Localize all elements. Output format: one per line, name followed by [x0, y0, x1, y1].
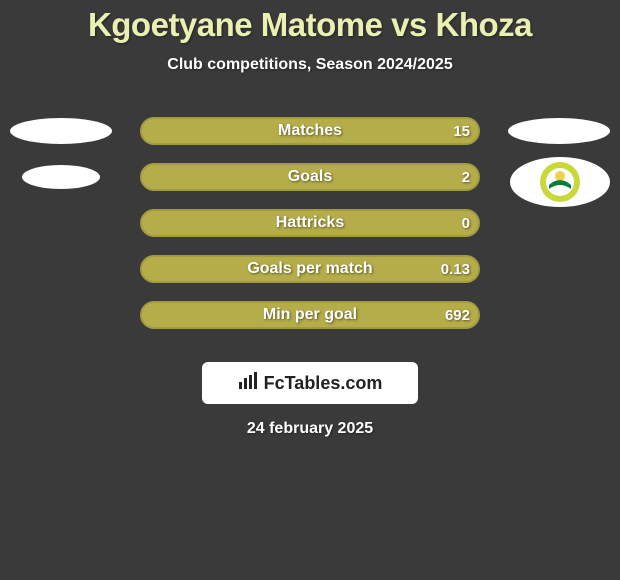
ellipse-icon: [529, 121, 589, 141]
stat-value-right: 0.13: [441, 257, 470, 281]
page-title: Kgoetyane Matome vs Khoza: [0, 0, 620, 44]
stat-label: Hattricks: [142, 211, 478, 235]
comparison-card: Kgoetyane Matome vs Khoza Club competiti…: [0, 0, 620, 580]
bar-fill-right: [142, 257, 478, 281]
ellipse-icon: [31, 121, 91, 141]
stat-value-right: 0: [462, 211, 470, 235]
stat-bar: Goals 2: [140, 163, 480, 191]
footer-date: 24 february 2025: [0, 420, 620, 438]
stat-row-min-per-goal: Min per goal 692: [0, 292, 620, 338]
stat-bar: Matches 15: [140, 117, 480, 145]
subtitle: Club competitions, Season 2024/2025: [0, 56, 620, 74]
stat-value-right: 15: [453, 119, 470, 143]
bar-fill-right: [142, 165, 478, 189]
ellipse-icon: [36, 168, 86, 186]
stat-bar: Goals per match 0.13: [140, 255, 480, 283]
club-left-badge: [22, 165, 100, 189]
stat-value-right: 692: [445, 303, 470, 327]
stat-row-goals-per-match: Goals per match 0.13: [0, 246, 620, 292]
stat-value-right: 2: [462, 165, 470, 189]
stat-bar: Hattricks 0: [140, 209, 480, 237]
bar-fill-right: [142, 303, 478, 327]
player-right-badge: [508, 118, 610, 144]
bar-fill-right: [142, 119, 478, 143]
stat-bar: Min per goal 692: [140, 301, 480, 329]
watermark-text: FcTables.com: [264, 373, 383, 394]
stats-area: Matches 15 Goals 2: [0, 108, 620, 338]
bars-icon: [238, 372, 260, 395]
player-left-badge: [10, 118, 112, 144]
stat-row-goals: Goals 2: [0, 154, 620, 200]
sundowns-crest-icon: [537, 159, 583, 205]
stat-row-hattricks: Hattricks 0: [0, 200, 620, 246]
watermark: FcTables.com: [202, 362, 418, 404]
stat-row-matches: Matches 15: [0, 108, 620, 154]
